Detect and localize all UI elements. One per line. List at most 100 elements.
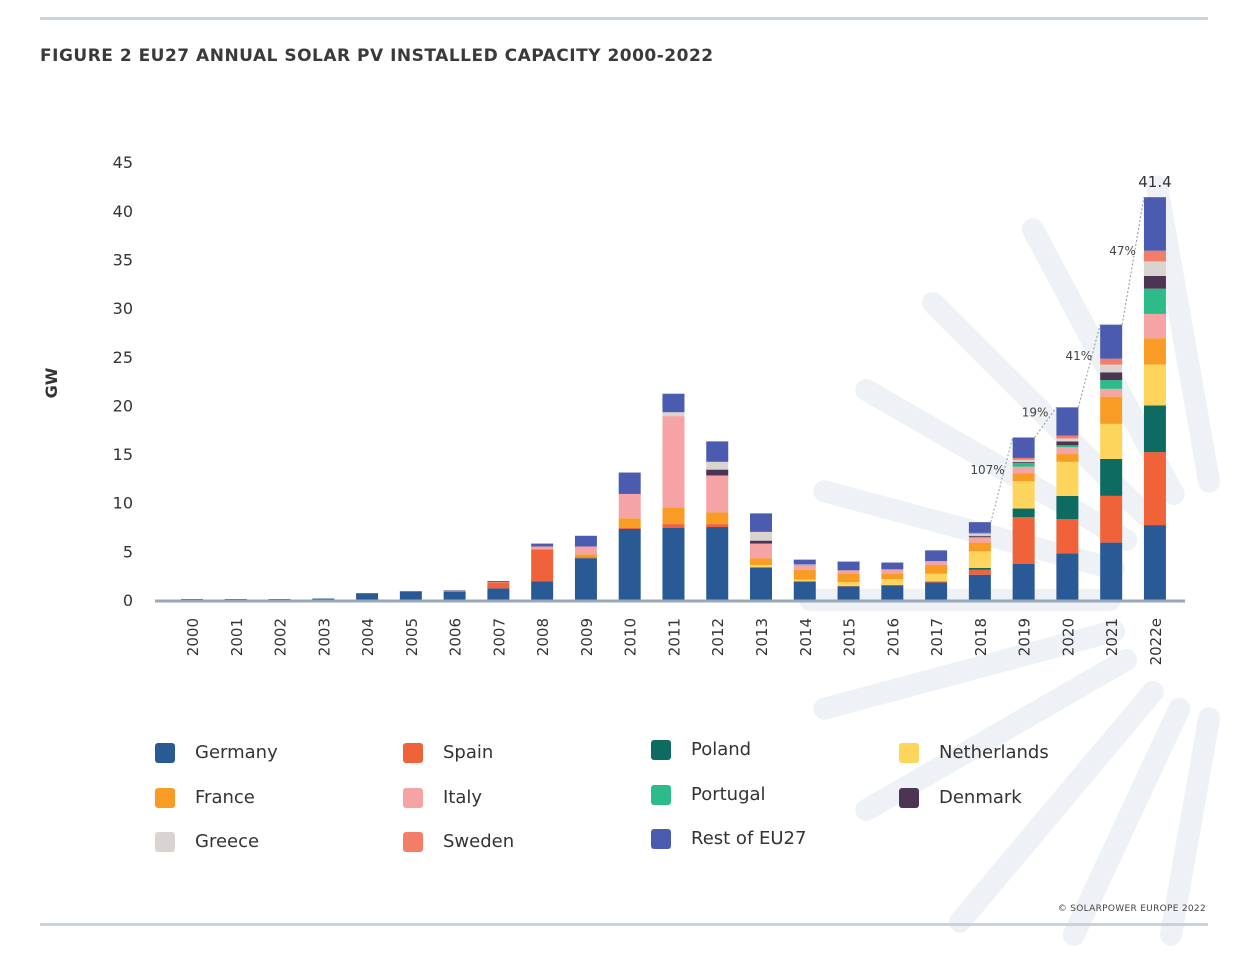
bar-segment-spain [662, 524, 685, 528]
bar-segment-netherlands [750, 564, 773, 567]
y-axis-label: GW [42, 367, 61, 398]
bar-segment-italy [750, 543, 773, 559]
legend-swatch [155, 742, 175, 763]
y-tick-label: 0 [123, 591, 133, 610]
x-tick-label: 2019 [1016, 618, 1034, 656]
bar-segment-spain [574, 557, 597, 559]
bar-segment-spain [1056, 519, 1079, 554]
x-tick-label: 2020 [1059, 618, 1077, 656]
bar-segment-germany [706, 527, 729, 600]
y-tick-label: 5 [123, 542, 133, 561]
x-tick-label: 2010 [622, 618, 640, 656]
bar-segment-germany [1143, 525, 1166, 600]
legend-swatch [651, 784, 671, 805]
sun-ray-decoration [1062, 697, 1191, 946]
bar-segment-rest-of-eu27 [750, 513, 773, 532]
bar-segment-rest-of-eu27 [662, 393, 685, 413]
bar-segment-denmark [1100, 372, 1123, 381]
bar-segment-germany [574, 558, 597, 600]
bottom-rule [40, 923, 1208, 926]
legend-label: Netherlands [939, 742, 1049, 763]
bar-segment-germany [618, 528, 641, 600]
bar-segment-greece [793, 564, 816, 566]
bar-segment-netherlands [1143, 364, 1166, 406]
bar-segment-germany [881, 585, 904, 600]
legend-item: Rest of EU27 [651, 828, 806, 849]
bar-segment-poland [968, 567, 991, 570]
bar-segment-poland [1100, 458, 1123, 496]
bar-segment-rest-of-eu27 [837, 561, 860, 571]
bar-segment-denmark [1012, 461, 1035, 463]
bar-segment-netherlands [1012, 481, 1035, 509]
y-tick-label: 25 [113, 348, 133, 367]
legend-label: Greece [195, 831, 260, 852]
legend-item: Italy [403, 787, 482, 808]
bar-segment-sweden [1012, 457, 1035, 460]
x-tick-label: 2001 [228, 618, 246, 656]
x-tick-label: 2021 [1103, 618, 1121, 656]
bar-segment-sweden [968, 532, 991, 534]
bar-segment-spain [443, 590, 466, 592]
bar-segment-rest-of-eu27 [1143, 197, 1166, 251]
bar-segment-sweden [1056, 435, 1079, 439]
bar-segment-germany [531, 581, 554, 600]
legend-item: Poland [651, 739, 751, 760]
bar-segment-germany [356, 593, 379, 600]
bar-segment-spain [1012, 517, 1035, 564]
x-tick-label: 2017 [928, 618, 946, 656]
growth-percent-label: 41% [1065, 349, 1092, 363]
bar-segment-germany [925, 582, 948, 600]
bar-segment-rest-of-eu27 [881, 562, 904, 570]
legend-item: France [155, 787, 255, 808]
x-tick-label: 2002 [272, 618, 290, 656]
bar-segment-rest-of-eu27 [793, 559, 816, 565]
bar-segment-germany [750, 567, 773, 600]
bar-segment-portugal [1012, 462, 1035, 467]
bar-segment-portugal [1056, 445, 1079, 448]
bar-segment-italy [1143, 313, 1166, 339]
bar-segment-germany [1056, 553, 1079, 600]
bar-segment-spain [968, 569, 991, 575]
bar-segment-rest-of-eu27 [1100, 324, 1123, 359]
bar-segment-italy [925, 561, 948, 565]
bar-segment-france [837, 573, 860, 582]
y-tick-label: 15 [113, 445, 133, 464]
bar-segment-france [662, 507, 685, 525]
x-tick-label: 2022e [1147, 618, 1165, 665]
bar-segment-netherlands [925, 573, 948, 582]
bar-segment-denmark [968, 535, 991, 537]
copyright-credit: © SOLARPOWER EUROPE 2022 [1057, 904, 1206, 914]
bar-segment-germany [1012, 563, 1035, 600]
legend-label: Portugal [691, 784, 766, 805]
legend-label: Sweden [443, 831, 515, 852]
legend-label: France [195, 787, 255, 808]
bar-segment-france [1012, 473, 1035, 482]
legend-item: Spain [403, 742, 493, 763]
legend-swatch [403, 742, 423, 763]
bar-segment-poland [1056, 495, 1079, 520]
growth-connector-line [1121, 197, 1145, 325]
bar-segment-spain [531, 549, 554, 582]
top-rule [40, 17, 1208, 20]
legend-label: Germany [195, 742, 278, 763]
y-tick-label: 40 [113, 202, 133, 221]
legend-item: Sweden [403, 831, 514, 852]
bar-segment-portugal [1100, 380, 1123, 389]
bar-segment-france [793, 569, 816, 580]
y-tick-label: 30 [113, 299, 133, 318]
x-tick-label: 2011 [665, 618, 683, 656]
sun-ray-decoration [813, 620, 1126, 720]
bar-segment-italy [706, 475, 729, 513]
bar-segment-portugal [968, 536, 991, 538]
bar-segment-rest-of-eu27 [574, 535, 597, 547]
legend-swatch [155, 831, 175, 852]
bar-segment-denmark [750, 540, 773, 544]
bar-segment-france [1143, 338, 1166, 365]
bar-segment-netherlands [968, 551, 991, 568]
legend-item: Germany [155, 742, 278, 763]
y-tick-label: 45 [113, 153, 133, 172]
bar-segment-spain [1143, 452, 1166, 526]
x-tick-label: 2012 [709, 618, 727, 656]
bar-segment-italy [793, 565, 816, 570]
bar-segment-italy [531, 546, 554, 550]
